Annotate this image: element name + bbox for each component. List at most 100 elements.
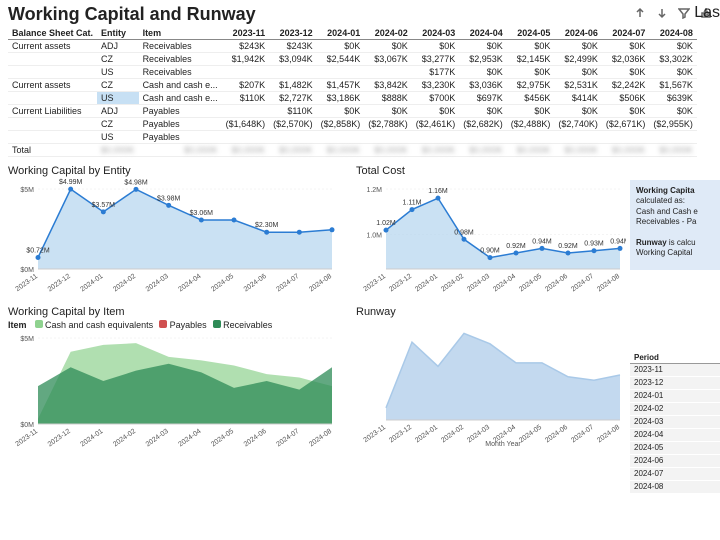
table-cell[interactable]: Receivables (139, 66, 222, 79)
table-cell[interactable]: $3,842K (364, 79, 412, 92)
period-row[interactable]: 2024-07 (630, 468, 720, 481)
table-cell[interactable]: $110K (222, 92, 270, 105)
table-cell[interactable]: $110K (269, 105, 317, 118)
period-row[interactable]: 2024-08 (630, 481, 720, 494)
table-cell[interactable]: $2,975K (507, 79, 555, 92)
table-cell[interactable]: ($1,648K) (222, 118, 270, 131)
table-header[interactable]: 2024-02 (364, 27, 412, 40)
table-header[interactable]: Balance Sheet Cat. (8, 27, 97, 40)
period-row[interactable]: 2024-06 (630, 455, 720, 468)
table-cell[interactable]: Current Liabilities (8, 105, 97, 118)
table-cell[interactable]: $700K (412, 92, 460, 105)
table-cell[interactable]: CZ (97, 118, 139, 131)
table-cell[interactable]: ADJ (97, 40, 139, 53)
table-cell[interactable]: US (97, 66, 139, 79)
chart-wc-item[interactable]: $0M$5M2023-112023-122024-012024-022024-0… (8, 332, 338, 452)
table-cell[interactable]: $3,186K (317, 92, 365, 105)
table-cell[interactable]: $3,067K (364, 53, 412, 66)
table-cell[interactable]: $0K (554, 105, 602, 118)
table-cell[interactable]: $2,544K (317, 53, 365, 66)
table-cell[interactable]: $0K (364, 40, 412, 53)
table-cell[interactable]: ADJ (97, 105, 139, 118)
table-cell[interactable] (8, 66, 97, 79)
table-cell[interactable]: $0K (602, 105, 650, 118)
table-cell[interactable]: $0K (602, 66, 650, 79)
table-cell[interactable]: $2,145K (507, 53, 555, 66)
table-cell[interactable]: $0K (317, 105, 365, 118)
table-cell[interactable]: ($2,858K) (317, 118, 365, 131)
table-cell[interactable]: $3,302K (649, 53, 697, 66)
table-cell[interactable] (8, 53, 97, 66)
period-panel[interactable]: Period 2023-112023-122024-012024-022024-… (630, 352, 720, 494)
period-row[interactable]: 2024-05 (630, 442, 720, 455)
table-cell[interactable]: $697K (459, 92, 507, 105)
table-header[interactable]: 2024-06 (554, 27, 602, 40)
table-cell[interactable]: $2,036K (602, 53, 650, 66)
table-cell[interactable]: $243K (222, 40, 270, 53)
table-header[interactable]: 2024-08 (649, 27, 697, 40)
table-cell[interactable]: $3,230K (412, 79, 460, 92)
table-cell[interactable] (554, 131, 602, 144)
period-row[interactable]: 2023-11 (630, 364, 720, 377)
table-cell[interactable]: $3,094K (269, 53, 317, 66)
table-cell[interactable]: $0K (507, 105, 555, 118)
table-cell[interactable] (649, 131, 697, 144)
table-cell[interactable]: $456K (507, 92, 555, 105)
table-cell[interactable]: Cash and cash e... (139, 92, 222, 105)
table-cell[interactable]: $0K (412, 105, 460, 118)
table-cell[interactable]: Payables (139, 131, 222, 144)
table-cell[interactable] (317, 131, 365, 144)
table-header[interactable]: 2024-07 (602, 27, 650, 40)
table-cell[interactable]: $639K (649, 92, 697, 105)
table-cell[interactable]: US (97, 92, 139, 105)
table-cell[interactable]: Payables (139, 105, 222, 118)
table-header[interactable]: 2024-03 (412, 27, 460, 40)
table-cell[interactable]: $0K (459, 105, 507, 118)
table-cell[interactable]: $2,727K (269, 92, 317, 105)
table-cell[interactable]: $888K (364, 92, 412, 105)
table-cell[interactable]: $0K (649, 66, 697, 79)
period-row[interactable]: 2024-04 (630, 429, 720, 442)
table-cell[interactable] (8, 92, 97, 105)
table-cell[interactable]: ($2,682K) (459, 118, 507, 131)
table-cell[interactable] (222, 105, 270, 118)
table-cell[interactable] (269, 131, 317, 144)
table-cell[interactable]: Current assets (8, 40, 97, 53)
table-cell[interactable]: ($2,488K) (507, 118, 555, 131)
filter-icon[interactable] (678, 7, 690, 22)
table-cell[interactable] (507, 131, 555, 144)
table-cell[interactable]: $0K (459, 40, 507, 53)
table-cell[interactable]: Cash and cash e... (139, 79, 222, 92)
table-header[interactable]: 2024-01 (317, 27, 365, 40)
period-row[interactable]: 2023-12 (630, 377, 720, 390)
table-cell[interactable]: $0K (602, 40, 650, 53)
chart-wc-entity[interactable]: $0M$5M$0.72M$4.99M$3.57M$4.98M$3.98M$3.0… (8, 177, 338, 297)
table-cell[interactable]: $3,277K (412, 53, 460, 66)
table-cell[interactable]: $207K (222, 79, 270, 92)
table-cell[interactable]: $243K (269, 40, 317, 53)
table-cell[interactable]: $0K (459, 66, 507, 79)
period-row[interactable]: 2024-03 (630, 416, 720, 429)
table-cell[interactable] (364, 131, 412, 144)
period-row[interactable]: 2024-01 (630, 390, 720, 403)
table-cell[interactable]: CZ (97, 53, 139, 66)
table-header[interactable]: 2024-04 (459, 27, 507, 40)
table-header[interactable]: Item (139, 27, 222, 40)
table-header[interactable]: Entity (97, 27, 139, 40)
table-cell[interactable] (269, 66, 317, 79)
table-cell[interactable]: Receivables (139, 40, 222, 53)
table-cell[interactable]: $0K (649, 105, 697, 118)
table-cell[interactable]: $0K (507, 66, 555, 79)
table-cell[interactable] (222, 66, 270, 79)
chart-total-cost[interactable]: 1.0M1.2M1.02M1.11M1.16M0.98M0.90M0.92M0.… (356, 177, 626, 297)
table-cell[interactable]: $2,531K (554, 79, 602, 92)
data-table[interactable]: Balance Sheet Cat.EntityItem2023-112023-… (8, 27, 697, 157)
table-cell[interactable]: $2,242K (602, 79, 650, 92)
table-cell[interactable]: ($2,955K) (649, 118, 697, 131)
table-cell[interactable]: $0K (364, 105, 412, 118)
chart-runway[interactable]: 2023-112023-122024-012024-022024-032024-… (356, 318, 626, 448)
table-cell[interactable]: ($2,740K) (554, 118, 602, 131)
table-cell[interactable] (412, 131, 460, 144)
table-cell[interactable]: $1,457K (317, 79, 365, 92)
table-cell[interactable]: $2,953K (459, 53, 507, 66)
